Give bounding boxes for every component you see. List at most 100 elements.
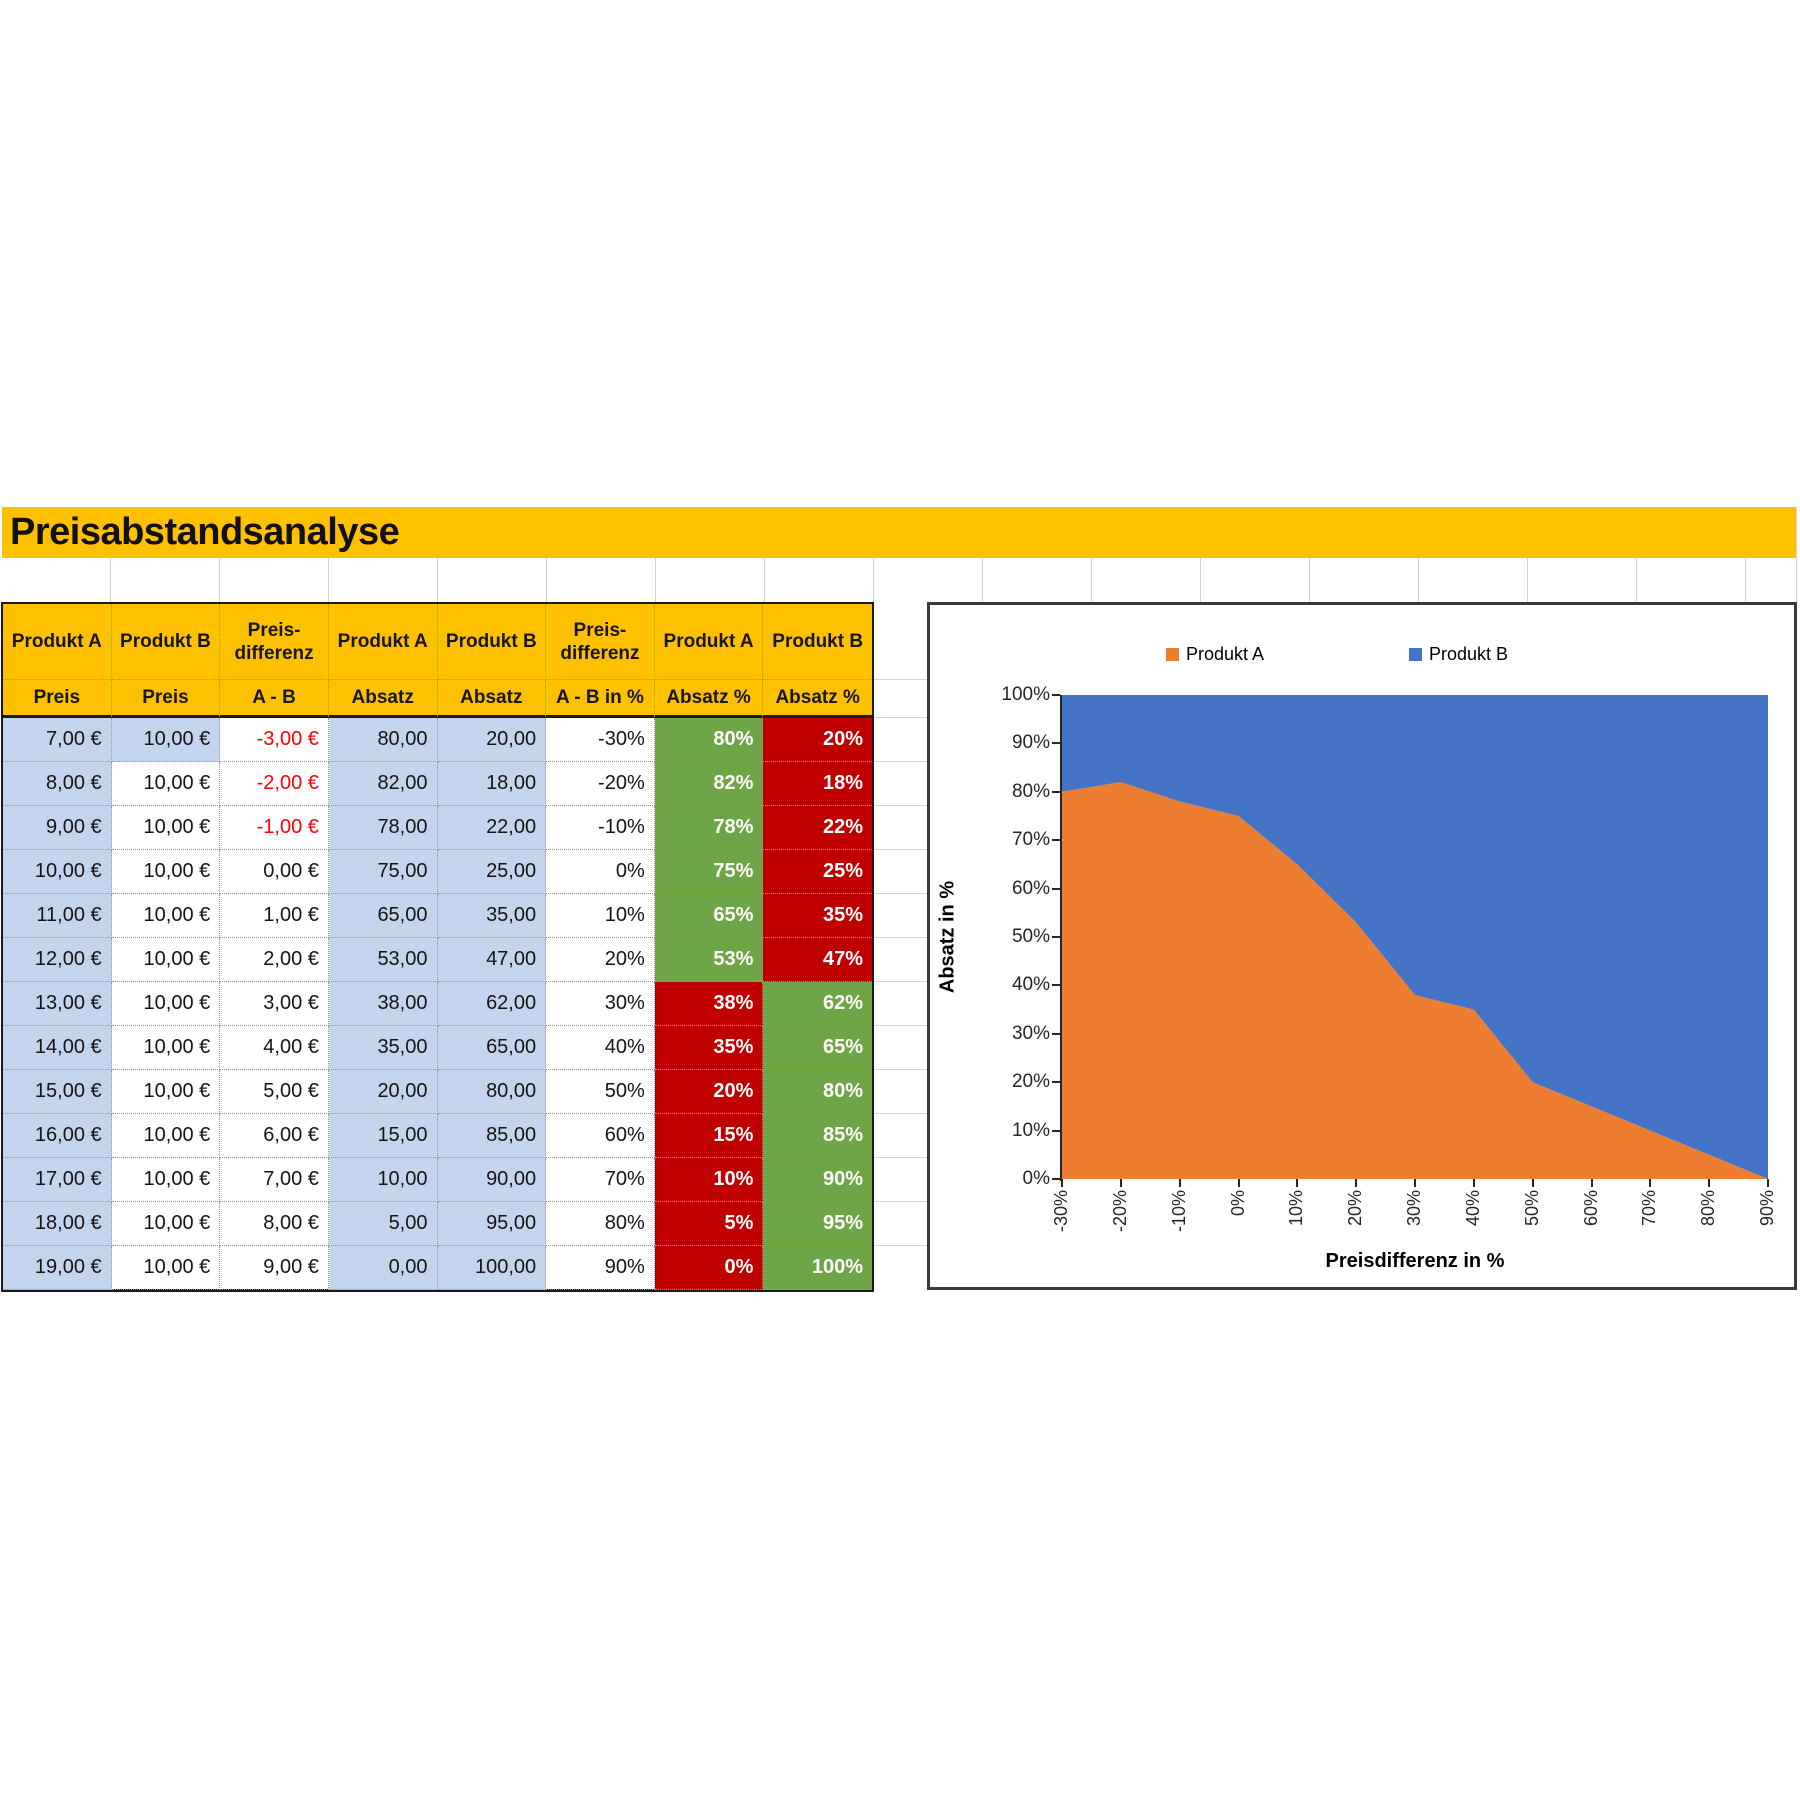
table-cell[interactable]: 19,00 € xyxy=(3,1246,112,1290)
table-cell[interactable]: -1,00 € xyxy=(220,806,329,850)
subheader-cell[interactable]: A - B xyxy=(220,680,329,718)
table-cell[interactable]: 15,00 € xyxy=(3,1070,112,1114)
table-cell[interactable]: 53% xyxy=(654,938,764,982)
header-cell[interactable]: Produkt B xyxy=(437,604,547,680)
legend-item[interactable]: Produkt B xyxy=(1409,644,1508,664)
table-cell[interactable]: 11,00 € xyxy=(3,894,112,938)
table-cell[interactable]: 70% xyxy=(546,1158,655,1202)
table-cell[interactable]: 15% xyxy=(654,1114,764,1158)
table-cell[interactable]: 80% xyxy=(654,718,764,762)
table-cell[interactable]: 16,00 € xyxy=(3,1114,112,1158)
header-cell[interactable]: Produkt B xyxy=(111,604,221,680)
table-cell[interactable]: 7,00 € xyxy=(220,1158,329,1202)
table-cell[interactable]: 8,00 € xyxy=(220,1202,329,1246)
table-cell[interactable]: 17,00 € xyxy=(3,1158,112,1202)
table-cell[interactable]: 65% xyxy=(763,1026,872,1070)
table-cell[interactable]: 100% xyxy=(763,1246,872,1290)
table-cell[interactable]: 38% xyxy=(654,982,764,1026)
table-cell[interactable]: 90% xyxy=(546,1246,655,1290)
table-cell[interactable]: -30% xyxy=(546,718,655,762)
table-cell[interactable]: 65% xyxy=(654,894,764,938)
table-cell[interactable]: 10,00 € xyxy=(3,850,112,894)
table-cell[interactable]: 10,00 xyxy=(328,1158,438,1202)
price-table[interactable]: Produkt A Produkt B Preis- differenz Produk… xyxy=(1,602,874,1292)
header-cell[interactable]: Preis- differenz xyxy=(546,604,655,680)
table-cell[interactable]: 35,00 xyxy=(328,1026,438,1070)
table-cell[interactable]: 78% xyxy=(654,806,764,850)
table-cell[interactable]: 3,00 € xyxy=(220,982,329,1026)
table-cell[interactable]: 12,00 € xyxy=(3,938,112,982)
table-cell[interactable]: 50% xyxy=(546,1070,655,1114)
header-cell[interactable]: Produkt A xyxy=(3,604,112,680)
subheader-cell[interactable]: Preis xyxy=(3,680,112,718)
table-cell[interactable]: 30% xyxy=(546,982,655,1026)
table-cell[interactable]: 82,00 xyxy=(328,762,438,806)
header-cell[interactable]: Produkt B xyxy=(763,604,872,680)
table-cell[interactable]: 35% xyxy=(654,1026,764,1070)
chart-object[interactable]: Produkt A Produkt B 0% 10% 20% 30% 40% 50% 60% 7… xyxy=(927,602,1797,1290)
table-cell[interactable]: 8,00 € xyxy=(3,762,112,806)
table-cell[interactable]: 10,00 € xyxy=(111,806,221,850)
table-cell[interactable]: 20% xyxy=(654,1070,764,1114)
subheader-cell[interactable]: Absatz xyxy=(328,680,438,718)
table-cell[interactable]: 13,00 € xyxy=(3,982,112,1026)
table-cell[interactable]: 10,00 € xyxy=(111,1114,221,1158)
table-cell[interactable]: 4,00 € xyxy=(220,1026,329,1070)
table-cell[interactable]: 78,00 xyxy=(328,806,438,850)
table-cell[interactable]: 10% xyxy=(654,1158,764,1202)
header-cell[interactable]: Preis- differenz xyxy=(220,604,329,680)
table-cell[interactable]: 10,00 € xyxy=(111,1026,221,1070)
table-cell[interactable]: 0,00 xyxy=(328,1246,438,1290)
table-cell[interactable]: -3,00 € xyxy=(220,718,329,762)
table-cell[interactable]: 47,00 xyxy=(437,938,547,982)
table-cell[interactable]: 20,00 xyxy=(328,1070,438,1114)
table-cell[interactable]: 47% xyxy=(763,938,872,982)
table-cell[interactable]: 82% xyxy=(654,762,764,806)
table-cell[interactable]: -2,00 € xyxy=(220,762,329,806)
table-cell[interactable]: 40% xyxy=(546,1026,655,1070)
table-cell[interactable]: 85,00 xyxy=(437,1114,547,1158)
table-cell[interactable]: 0% xyxy=(654,1246,764,1290)
table-cell[interactable]: 62,00 xyxy=(437,982,547,1026)
header-cell[interactable]: Produkt A xyxy=(654,604,764,680)
table-cell[interactable]: 22,00 xyxy=(437,806,547,850)
table-cell[interactable]: 80% xyxy=(546,1202,655,1246)
table-cell[interactable]: 10,00 € xyxy=(111,1158,221,1202)
table-cell[interactable]: 0% xyxy=(546,850,655,894)
table-cell[interactable]: 10,00 € xyxy=(111,1202,221,1246)
table-cell[interactable]: 35% xyxy=(763,894,872,938)
table-cell[interactable]: 65,00 xyxy=(328,894,438,938)
table-cell[interactable]: 10,00 € xyxy=(111,938,221,982)
subheader-cell[interactable]: A - B in % xyxy=(546,680,655,718)
table-cell[interactable]: 53,00 xyxy=(328,938,438,982)
table-cell[interactable]: 10,00 € xyxy=(111,982,221,1026)
table-cell[interactable]: 10,00 € xyxy=(111,1246,221,1290)
table-cell[interactable]: 14,00 € xyxy=(3,1026,112,1070)
table-cell[interactable]: 22% xyxy=(763,806,872,850)
table-cell[interactable]: 95,00 xyxy=(437,1202,547,1246)
table-cell[interactable]: 10,00 € xyxy=(111,894,221,938)
subheader-cell[interactable]: Absatz % xyxy=(654,680,764,718)
table-cell[interactable]: 9,00 € xyxy=(3,806,112,850)
subheader-cell[interactable]: Absatz xyxy=(437,680,547,718)
table-cell[interactable]: 10,00 € xyxy=(111,1070,221,1114)
table-cell[interactable]: 6,00 € xyxy=(220,1114,329,1158)
table-cell[interactable]: -10% xyxy=(546,806,655,850)
table-cell[interactable]: 10% xyxy=(546,894,655,938)
table-cell[interactable]: 90,00 xyxy=(437,1158,547,1202)
table-cell[interactable]: 75% xyxy=(654,850,764,894)
table-cell[interactable]: 75,00 xyxy=(328,850,438,894)
table-cell[interactable]: 9,00 € xyxy=(220,1246,329,1290)
table-cell[interactable]: 2,00 € xyxy=(220,938,329,982)
table-cell[interactable]: 85% xyxy=(763,1114,872,1158)
table-cell[interactable]: 38,00 xyxy=(328,982,438,1026)
table-cell[interactable]: 18,00 € xyxy=(3,1202,112,1246)
table-cell[interactable]: 18,00 xyxy=(437,762,547,806)
table-cell[interactable]: 10,00 € xyxy=(111,718,221,762)
table-cell[interactable]: 20,00 xyxy=(437,718,547,762)
table-cell[interactable]: 95% xyxy=(763,1202,872,1246)
table-cell[interactable]: 5% xyxy=(654,1202,764,1246)
table-cell[interactable]: 0,00 € xyxy=(220,850,329,894)
table-cell[interactable]: 10,00 € xyxy=(111,850,221,894)
table-cell[interactable]: 5,00 xyxy=(328,1202,438,1246)
